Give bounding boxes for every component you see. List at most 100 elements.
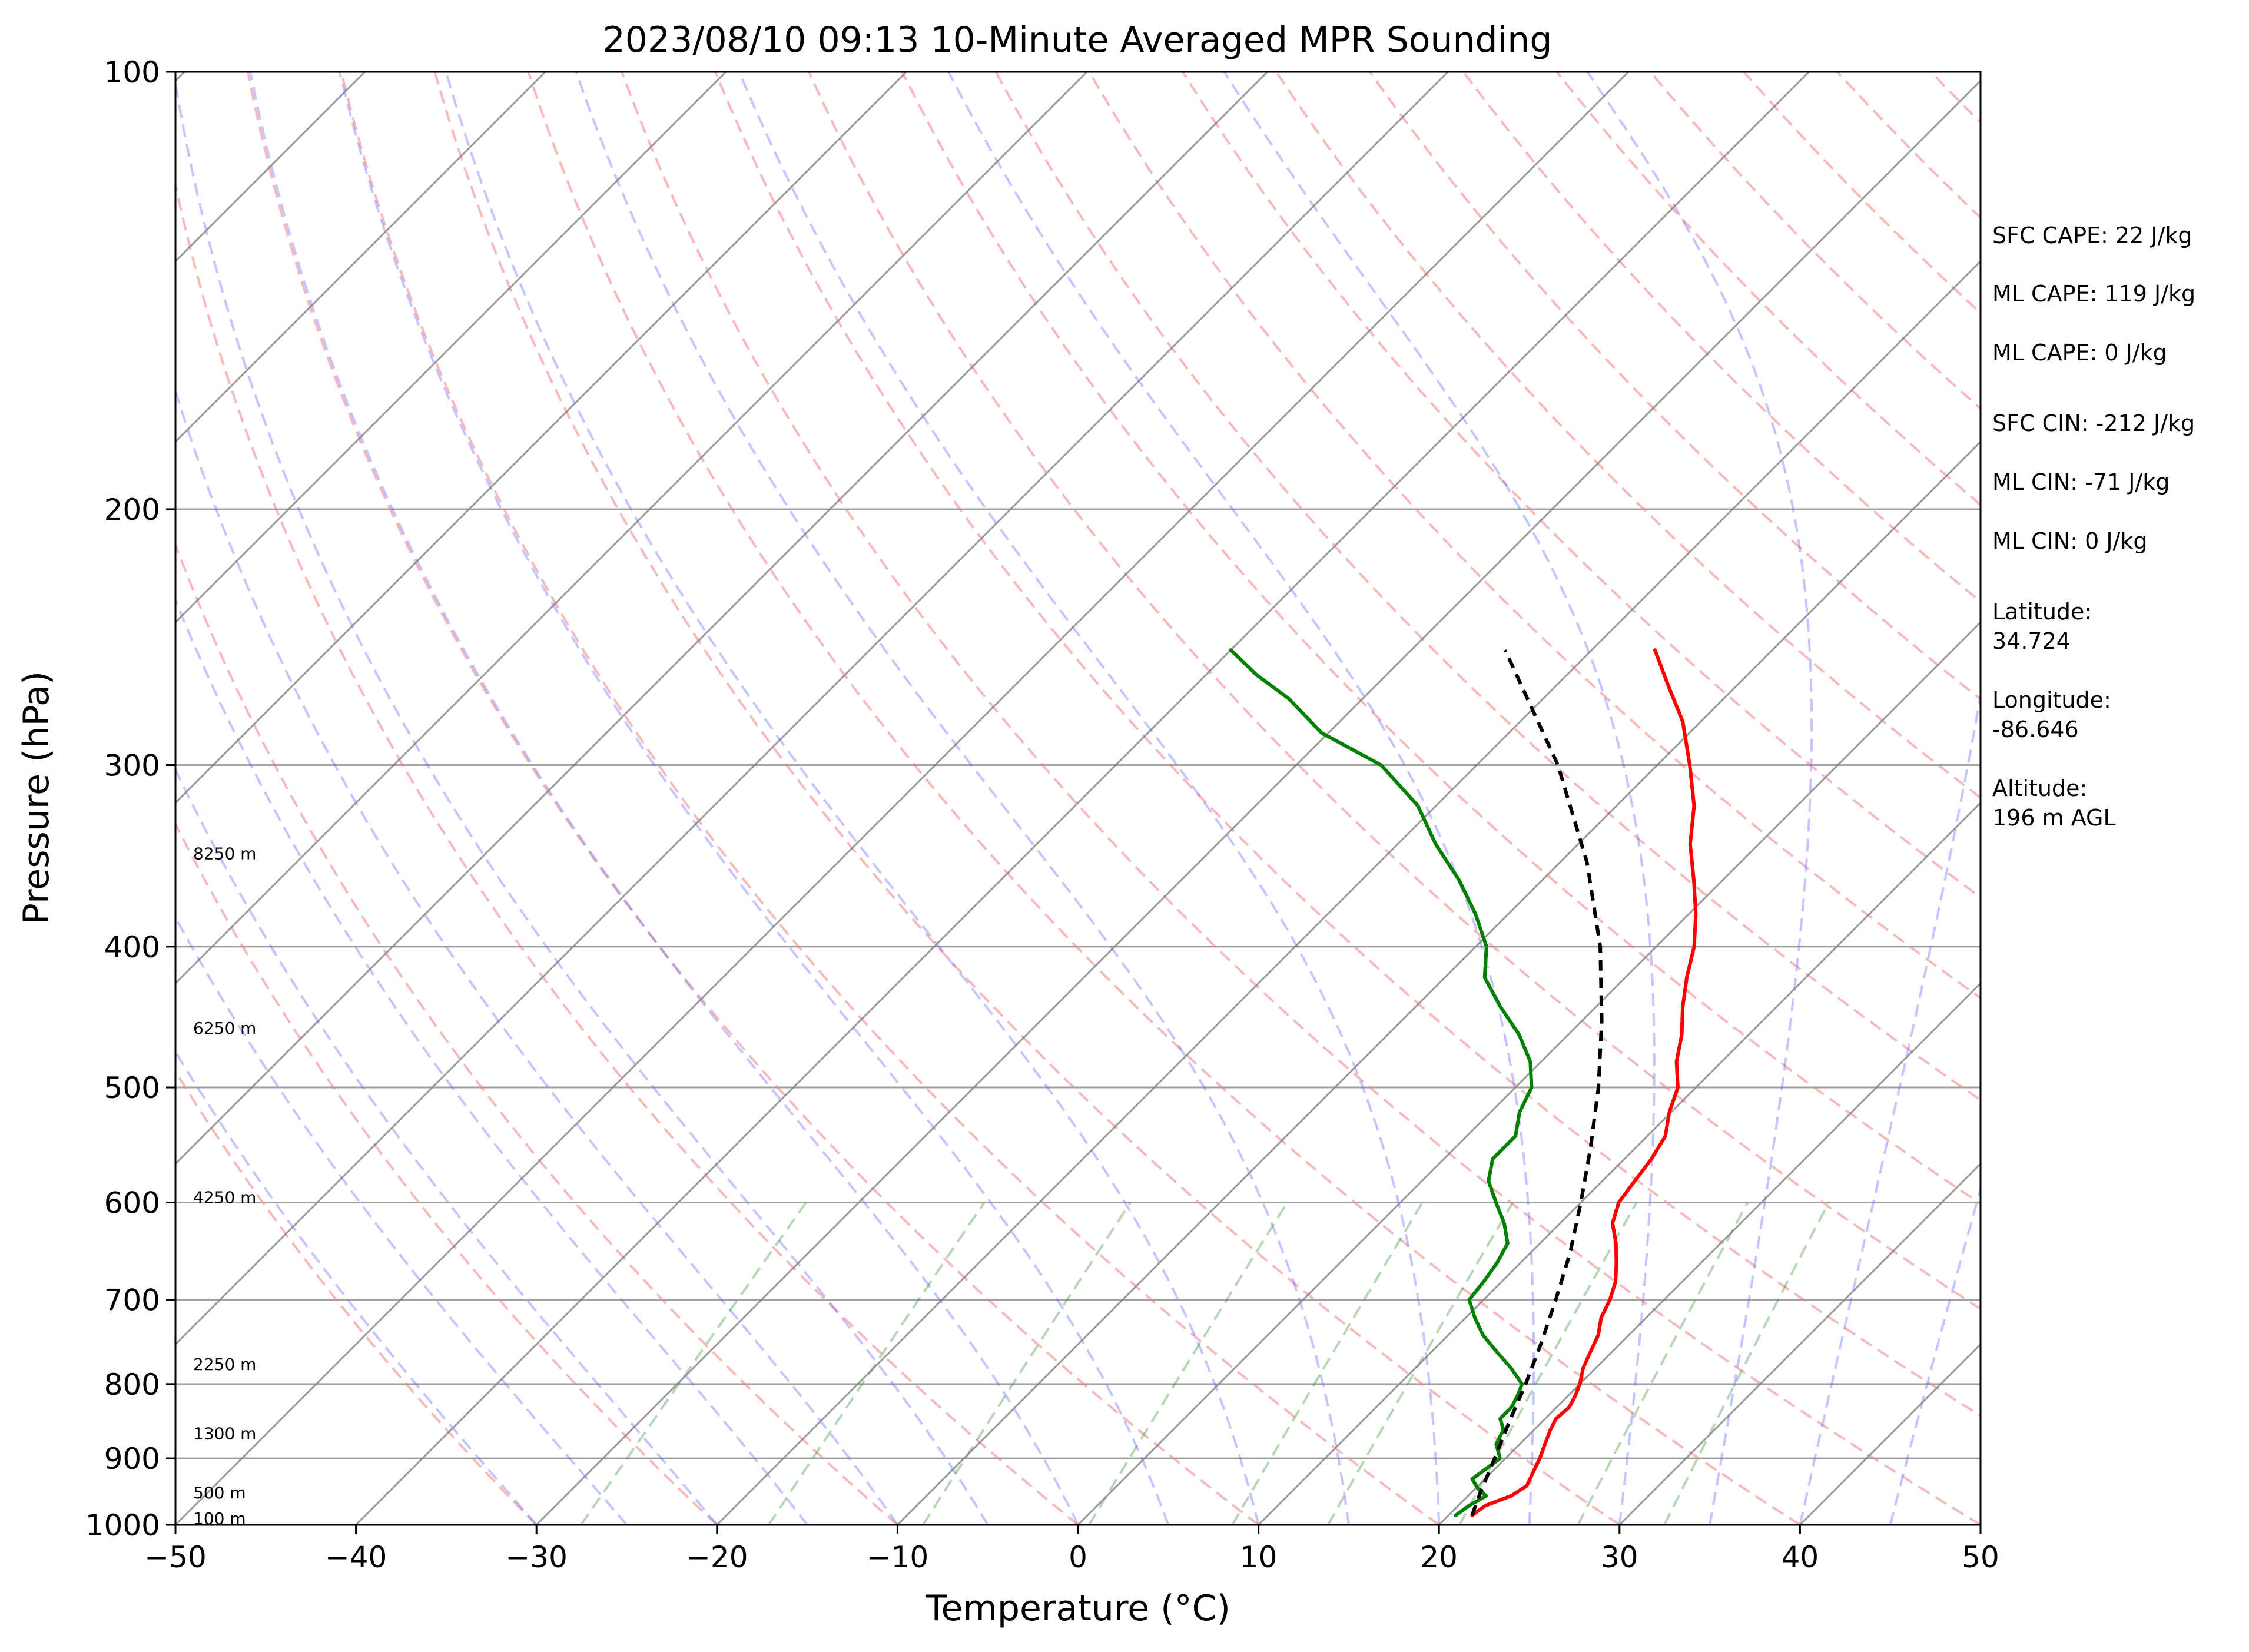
altitude-value: 196 m AGL — [1992, 805, 2116, 831]
isotherm-line — [175, 72, 546, 443]
mixing-ratio-line — [580, 1202, 807, 1525]
isotherm-line — [175, 72, 1268, 1165]
y-axis-label: Pressure (hPa) — [16, 671, 57, 924]
data-lines — [1229, 648, 1698, 1517]
isotherm-line — [1438, 982, 1981, 1525]
ml-cape-text: ML CAPE: 119 J/kg — [1992, 281, 2195, 307]
y-axis: 100 200 300 400 500 600 700 800 900 1000 — [85, 55, 175, 1542]
isotherm-line — [175, 72, 1630, 1525]
moist-adiabat-line — [1586, 72, 1813, 1525]
x-tick-label: 40 — [1782, 1540, 1819, 1574]
dry-adiabat-line — [994, 72, 1981, 1102]
plot-frame — [174, 71, 1982, 1526]
moist-adiabat-line — [1889, 1185, 1981, 1525]
moist-adiabat-line — [1223, 72, 1656, 1525]
dry-adiabat-line — [901, 72, 1981, 1205]
dry-adiabat-line — [175, 1069, 538, 1525]
y-tick-label: 500 — [104, 1071, 160, 1105]
mixing-ratio-line — [1577, 1202, 1749, 1525]
dry-adiabat-line — [340, 72, 1440, 1525]
dewpoint-line — [1229, 648, 1534, 1517]
dry-adiabat-line — [1555, 72, 1981, 507]
height-label: 100 m — [193, 1509, 246, 1528]
x-tick-label: 0 — [1069, 1540, 1087, 1574]
dry-adiabat-line — [1275, 72, 1981, 800]
altitude-label: Altitude: — [1992, 775, 2087, 801]
isotherm-line — [536, 79, 1981, 1525]
moist-adiabat-line — [175, 915, 628, 1525]
ml-cin-2-text: ML CIN: 0 J/kg — [1992, 528, 2147, 554]
dry-adiabat-line — [1649, 72, 1981, 410]
moist-adiabat-line — [338, 72, 1170, 1525]
x-tick-label: 20 — [1420, 1540, 1458, 1574]
mixing-ratio-line — [1088, 1202, 1289, 1525]
isotherm-line — [175, 72, 1088, 985]
longitude-value: -86.646 — [1992, 716, 2079, 742]
isotherm-line — [716, 260, 1981, 1525]
isotherm-line — [355, 72, 1810, 1525]
isotherm-line — [1077, 621, 1981, 1525]
mixing-ratio-line — [1458, 1202, 1638, 1525]
x-tick-label: −40 — [325, 1540, 387, 1574]
moist-adiabat-line — [575, 72, 1350, 1525]
moist-adiabat-line — [175, 1049, 538, 1525]
ml-cin-text: ML CIN: -71 J/kg — [1992, 469, 2170, 495]
x-tick-label: −50 — [144, 1540, 207, 1574]
height-label: 4250 m — [193, 1188, 256, 1208]
dry-adiabat-line — [1182, 72, 1981, 899]
x-tick-label: 50 — [1962, 1540, 1999, 1574]
y-tick-label: 700 — [104, 1283, 160, 1318]
moist-adiabat-line — [175, 387, 899, 1525]
moist-adiabat-line — [445, 72, 1260, 1525]
background-lines — [0, 72, 2249, 1525]
y-tick-label: 400 — [104, 930, 160, 964]
ml-cape-2-text: ML CAPE: 0 J/kg — [1992, 340, 2167, 366]
dry-adiabat-line — [175, 179, 1079, 1525]
y-tick-label: 900 — [104, 1442, 160, 1476]
moist-adiabat-line — [175, 767, 718, 1525]
isotherm-line — [175, 72, 1449, 1346]
x-tick-label: −20 — [686, 1540, 748, 1574]
moist-adiabat-line — [738, 72, 1441, 1525]
moist-adiabat-line — [175, 77, 989, 1525]
dry-adiabat-line — [621, 72, 1981, 1525]
dry-adiabat-line — [2211, 72, 2249, 1525]
isotherm-line — [0, 72, 4, 1525]
dry-adiabat-line — [246, 72, 1259, 1525]
dry-adiabat-line — [1088, 72, 1981, 1000]
info-panel: SFC CAPE: 22 J/kg ML CAPE: 119 J/kg ML C… — [1992, 223, 2195, 831]
dry-adiabat-line — [433, 72, 1620, 1525]
y-tick-label: 1000 — [85, 1508, 160, 1542]
dry-adiabat-line — [175, 542, 898, 1525]
height-label: 1300 m — [193, 1424, 256, 1444]
isotherm-line — [1258, 801, 1981, 1525]
y-tick-label: 600 — [104, 1186, 160, 1220]
moist-adiabat-line — [249, 72, 1079, 1525]
dry-adiabat-line — [714, 72, 1981, 1418]
height-label: 8250 m — [193, 844, 256, 863]
height-labels: 100 m 500 m 1300 m 2250 m 4250 m 6250 m 8250 m — [193, 844, 256, 1528]
isotherm-line — [1618, 1162, 1981, 1525]
height-label: 6250 m — [193, 1019, 256, 1038]
x-tick-label: 10 — [1240, 1540, 1278, 1574]
moist-adiabat-line — [1799, 688, 1981, 1525]
chart-title: 2023/08/10 09:13 10-Minute Averaged MPR … — [603, 19, 1553, 61]
temperature-line — [1470, 648, 1698, 1517]
isotherm-line — [175, 72, 727, 624]
mixing-ratio-line — [922, 1202, 1132, 1525]
y-tick-label: 300 — [104, 749, 160, 783]
x-tick-label: −10 — [867, 1540, 929, 1574]
sfc-cape-text: SFC CAPE: 22 J/kg — [1992, 223, 2192, 248]
x-axis: −50 −40 −30 −20 −10 0 10 20 30 40 50 — [144, 1525, 1999, 1574]
mixing-ratio-line — [1663, 1202, 1830, 1525]
sfc-cin-text: SFC CIN: -212 J/kg — [1992, 410, 2195, 436]
isotherm-line — [897, 440, 1981, 1525]
x-axis-label: Temperature (°C) — [925, 1588, 1230, 1629]
height-label: 500 m — [193, 1483, 246, 1502]
moist-adiabat-line — [947, 72, 1535, 1525]
latitude-label: Latitude: — [1992, 599, 2092, 625]
dry-adiabat-line — [527, 72, 1801, 1525]
y-tick-label: 100 — [104, 55, 160, 89]
mixing-ratio-line — [1231, 1202, 1424, 1525]
